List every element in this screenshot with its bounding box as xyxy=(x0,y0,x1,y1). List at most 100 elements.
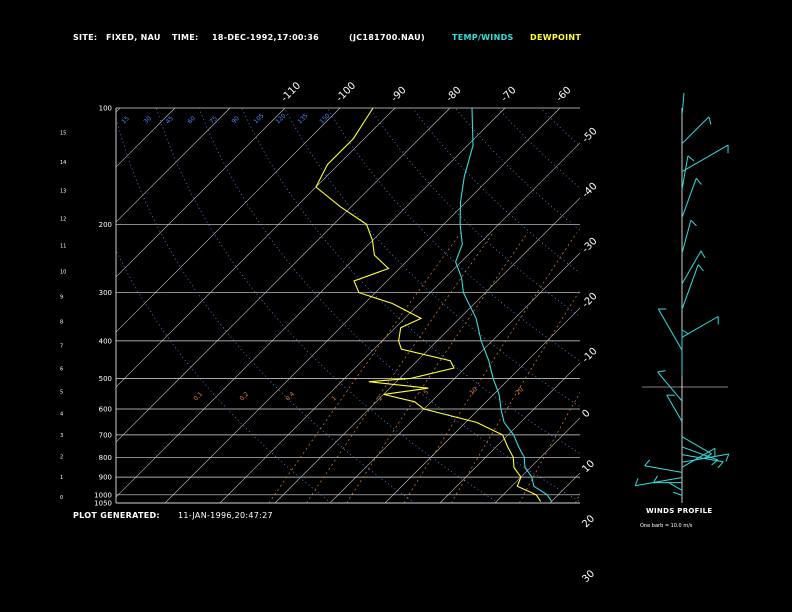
mixing-ratio-label: 1 xyxy=(330,395,338,403)
theta-label-135: 135 xyxy=(296,112,309,125)
dry-adiabat-line xyxy=(497,108,580,189)
dry-adiabats xyxy=(116,108,792,503)
isotherm-label--60: -60 xyxy=(554,85,573,104)
dry-adiabat-line xyxy=(454,108,580,231)
pressure-label-600: 600 xyxy=(99,405,112,413)
wind-barb xyxy=(672,491,683,496)
isotherm-line xyxy=(660,108,792,503)
wind-barb xyxy=(681,144,729,173)
wind-barb xyxy=(681,178,697,218)
height-km-label-12: 12 xyxy=(60,216,66,222)
theta-label-45: 45 xyxy=(164,115,174,125)
isotherm-line xyxy=(116,108,231,223)
mixing-ratio-label: 0.1 xyxy=(192,391,204,403)
pressure-label-1050: 1050 xyxy=(94,500,112,508)
isotherm-label--20: -20 xyxy=(580,291,599,310)
isotherm-line xyxy=(116,108,451,443)
wind-barb xyxy=(681,436,712,455)
wind-barb xyxy=(668,482,683,491)
wind-barb xyxy=(681,446,718,461)
wind-barb xyxy=(644,465,683,473)
wind-barb-flag xyxy=(634,478,639,486)
wind-barb-flag xyxy=(681,329,690,335)
height-km-label-7: 7 xyxy=(60,343,63,349)
wind-barb xyxy=(681,316,719,338)
mixing-ratio-label: 0.2 xyxy=(238,391,250,403)
dry-adiabat-line xyxy=(669,108,792,503)
pressure-label-700: 700 xyxy=(99,431,112,439)
wind-barb xyxy=(681,220,692,254)
winds-profile-title: WINDS PROFILE xyxy=(646,507,713,515)
mixing-ratio-line xyxy=(346,232,528,503)
wind-barb-flag xyxy=(717,461,724,469)
wind-barb-flag xyxy=(690,219,697,227)
time-value: 18-DEC-1992,17:00:36 xyxy=(212,33,320,42)
mixing-ratio-label: 2 xyxy=(376,395,384,403)
isotherm-label--70: -70 xyxy=(499,85,518,104)
time-label: TIME: xyxy=(172,33,199,42)
isotherm-label--110: -110 xyxy=(279,80,303,104)
dry-adiabat-line xyxy=(241,108,580,454)
height-km-label-13: 13 xyxy=(60,189,66,195)
mixing-ratio-line xyxy=(636,233,771,503)
wind-barb-flag xyxy=(695,177,702,185)
wind-barb xyxy=(635,477,683,487)
dry-adiabat-line xyxy=(583,108,792,503)
dry-adiabat-line xyxy=(116,249,332,503)
isotherms xyxy=(116,108,792,503)
wind-barb xyxy=(681,264,699,310)
height-km-label-10: 10 xyxy=(60,269,66,275)
wind-barb xyxy=(657,308,683,351)
mixing-ratio-label: 20 xyxy=(514,386,524,396)
mixing-ratio-label: 0.4 xyxy=(284,391,296,403)
isotherm-label-0: 0 xyxy=(580,408,592,420)
wind-barb xyxy=(681,250,702,285)
wind-barb-flag xyxy=(711,459,719,466)
isotherm-line xyxy=(116,108,506,498)
isotherm-label-10: 10 xyxy=(580,458,597,475)
wind-barb-flag xyxy=(708,116,712,125)
theta-label-75: 75 xyxy=(208,115,218,125)
wind-barb-flag xyxy=(657,370,666,373)
dry-adiabat-line xyxy=(116,115,416,503)
height-km-label-15: 15 xyxy=(60,130,66,136)
dry-adiabat-line xyxy=(369,108,580,318)
height-km-label-8: 8 xyxy=(60,319,63,325)
mixing-ratio-line xyxy=(518,391,580,503)
site-label: SITE: xyxy=(73,33,98,42)
pressure-label-1000: 1000 xyxy=(94,491,112,499)
height-km-label-9: 9 xyxy=(60,295,63,301)
pressure-label-300: 300 xyxy=(99,289,112,297)
pressure-label-800: 800 xyxy=(99,454,112,462)
height-km-label-1: 1 xyxy=(60,475,63,481)
height-km-label-4: 4 xyxy=(60,412,63,418)
isotherm-label--40: -40 xyxy=(580,181,599,200)
isotherm-label-30: 30 xyxy=(580,568,597,585)
height-km-label-5: 5 xyxy=(60,389,63,395)
temp-legend: TEMP/WINDS xyxy=(452,33,514,42)
series-temp-winds xyxy=(455,107,553,502)
winds-scale-note: One barb = 10.0 m/s xyxy=(640,523,693,529)
pressure-label-900: 900 xyxy=(99,474,112,482)
mixing-ratio-line xyxy=(268,232,462,503)
wind-barb xyxy=(657,371,683,402)
isotherm-line xyxy=(116,108,121,113)
dry-adiabat-line xyxy=(712,108,792,503)
theta-label-105: 105 xyxy=(252,112,265,125)
height-km-label-3: 3 xyxy=(60,433,63,439)
height-km-label-0: 0 xyxy=(60,495,63,501)
isotherm-line xyxy=(384,307,580,503)
plot-generated-value: 11-JAN-1996,20:47:27 xyxy=(178,511,273,520)
height-km-label-2: 2 xyxy=(60,454,63,460)
wind-barb-flag xyxy=(687,155,695,162)
dry-adiabat-line xyxy=(540,108,580,147)
isotherm-label-20: 20 xyxy=(580,513,597,530)
isotherm-label--80: -80 xyxy=(444,85,463,104)
mixing-ratio-label: 10 xyxy=(468,386,478,396)
dry-adiabat-line xyxy=(626,108,792,503)
winds-profile-panel xyxy=(634,92,730,503)
wind-barb xyxy=(666,394,683,422)
theta-label-120: 120 xyxy=(274,112,287,125)
file-id: (JC181700.NAU) xyxy=(349,33,425,42)
dry-adiabat-line xyxy=(155,108,499,503)
